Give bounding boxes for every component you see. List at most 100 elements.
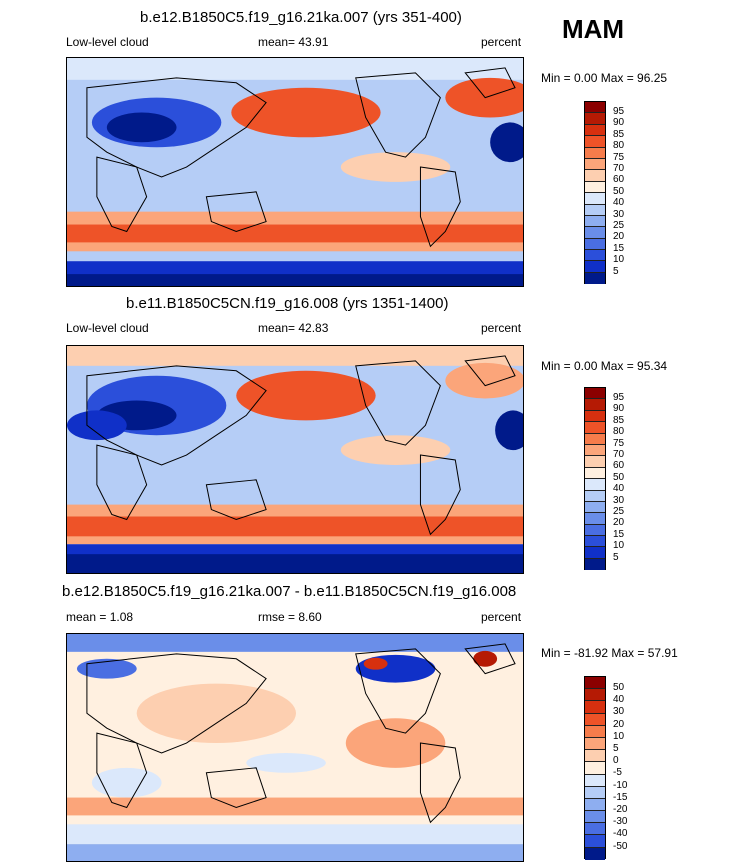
colorbar-tick-label: 5 xyxy=(613,265,619,277)
colorbar-segment xyxy=(585,513,605,525)
colorbar-segment xyxy=(585,750,605,763)
colorbar-tick-label: -5 xyxy=(613,767,622,779)
colorbar-segment xyxy=(585,422,605,434)
colorbar-segment xyxy=(585,725,605,738)
panel-1-mean-label: mean= 43.91 xyxy=(258,35,329,49)
colorbar-segment xyxy=(585,490,605,502)
panel-3-minmax: Min = -81.92 Max = 57.91 xyxy=(541,646,678,660)
colorbar-segment xyxy=(585,798,605,812)
colorbar-tick-label: 95 xyxy=(613,392,625,403)
colorbar-segment xyxy=(585,193,605,205)
colorbar-segment xyxy=(585,689,605,702)
colorbar-segment xyxy=(585,847,605,860)
panel-2-mean-label: mean= 42.83 xyxy=(258,321,329,335)
season-label: MAM xyxy=(562,14,625,44)
colorbar-tick-label: 10 xyxy=(613,254,625,266)
colorbar-tick-label: 60 xyxy=(613,174,625,186)
colorbar-tick-label: 85 xyxy=(613,414,625,426)
colorbar-tick-label: 25 xyxy=(613,506,625,517)
colorbar-segment xyxy=(585,388,605,400)
panel-3-colorbar xyxy=(584,676,606,860)
colorbar-segment xyxy=(585,547,605,559)
panel-3-rmse-label: rmse = 8.60 xyxy=(258,610,322,624)
colorbar-tick-label: 70 xyxy=(613,449,625,460)
colorbar-tick-label: -15 xyxy=(613,791,628,803)
colorbar-tick-label: 95 xyxy=(613,106,625,117)
colorbar-tick-label: 75 xyxy=(613,151,625,163)
panel-1-title: b.e12.B1850C5.f19_g16.21ka.007 (yrs 351-… xyxy=(140,9,462,26)
colorbar-segment xyxy=(585,204,605,216)
colorbar-tick-label: 80 xyxy=(613,140,625,152)
colorbar-tick-label: 80 xyxy=(613,426,625,438)
colorbar-segment xyxy=(585,227,605,239)
panel-1-map xyxy=(66,57,524,287)
colorbar-tick-label: 40 xyxy=(613,694,625,706)
colorbar-segment xyxy=(585,524,605,537)
colorbar-tick-label: 20 xyxy=(613,517,625,529)
panel-1-colorbar xyxy=(584,101,606,285)
colorbar-tick-label: 50 xyxy=(613,185,625,197)
colorbar-segment xyxy=(585,701,605,714)
colorbar-tick-label: 20 xyxy=(613,718,625,730)
colorbar-tick-label: 0 xyxy=(613,755,619,767)
colorbar-segment xyxy=(585,158,605,171)
colorbar-tick-label: 30 xyxy=(613,494,625,506)
colorbar-tick-label: 25 xyxy=(613,220,625,231)
colorbar-segment xyxy=(585,102,605,114)
colorbar-tick-label: 15 xyxy=(613,528,625,540)
colorbar-tick-label: 50 xyxy=(613,471,625,483)
colorbar-tick-label: 60 xyxy=(613,460,625,472)
colorbar-tick-label: -40 xyxy=(613,828,628,840)
panel-2-minmax: Min = 0.00 Max = 95.34 xyxy=(541,359,668,373)
colorbar-tick-label: 20 xyxy=(613,231,625,243)
colorbar-tick-label: -30 xyxy=(613,816,628,828)
panel-3-units-label: percent xyxy=(481,610,522,624)
colorbar-segment xyxy=(585,774,605,787)
colorbar-segment xyxy=(585,479,605,491)
colorbar-tick-label: 85 xyxy=(613,128,625,140)
colorbar-tick-label: 5 xyxy=(613,743,619,754)
colorbar-segment xyxy=(585,811,605,824)
panel-1-minmax: Min = 0.00 Max = 96.25 xyxy=(541,71,668,85)
colorbar-segment xyxy=(585,786,605,799)
colorbar-segment xyxy=(585,124,605,137)
colorbar-tick-label: 70 xyxy=(613,163,625,174)
colorbar-segment xyxy=(585,433,605,445)
panel-2-map xyxy=(66,345,524,574)
colorbar-segment xyxy=(585,713,605,726)
panel-2-variable-label: Low-level cloud xyxy=(66,321,149,335)
colorbar-segment xyxy=(585,677,605,690)
panel-2-colorbar xyxy=(584,387,606,571)
colorbar-segment xyxy=(585,501,605,514)
panel-3-title: b.e12.B1850C5.f19_g16.21ka.007 - b.e11.B… xyxy=(62,583,517,600)
panel-1-map-field xyxy=(67,58,523,286)
panel-1-variable-label: Low-level cloud xyxy=(66,35,149,49)
colorbar-tick-label: 15 xyxy=(613,242,625,254)
colorbar-tick-label: -50 xyxy=(613,840,628,852)
panel-1-units-label: percent xyxy=(481,35,522,49)
colorbar-segment xyxy=(585,558,605,571)
colorbar-tick-label: 30 xyxy=(613,208,625,220)
colorbar-tick-label: 90 xyxy=(613,117,625,129)
colorbar-segment xyxy=(585,536,605,548)
panel-2-title: b.e11.B1850C5CN.f19_g16.008 (yrs 1351-14… xyxy=(126,295,449,312)
colorbar-segment xyxy=(585,823,605,836)
colorbar-segment xyxy=(585,238,605,251)
colorbar-segment xyxy=(585,399,605,411)
colorbar-segment xyxy=(585,410,605,423)
colorbar-tick-label: -10 xyxy=(613,779,628,791)
panel-2-units-label: percent xyxy=(481,321,522,335)
colorbar-segment xyxy=(585,261,605,273)
panel-3-map-field xyxy=(67,634,523,861)
panel-3-map xyxy=(66,633,524,862)
colorbar-segment xyxy=(585,181,605,194)
colorbar-tick-label: 10 xyxy=(613,540,625,552)
colorbar-segment xyxy=(585,737,605,751)
colorbar-segment xyxy=(585,136,605,148)
colorbar-tick-label: 90 xyxy=(613,403,625,415)
colorbar-tick-label: -20 xyxy=(613,804,628,815)
panel-2-map-field xyxy=(67,346,523,573)
colorbar-tick-label: 75 xyxy=(613,437,625,449)
colorbar-segment xyxy=(585,467,605,480)
colorbar-tick-label: 40 xyxy=(613,483,625,495)
